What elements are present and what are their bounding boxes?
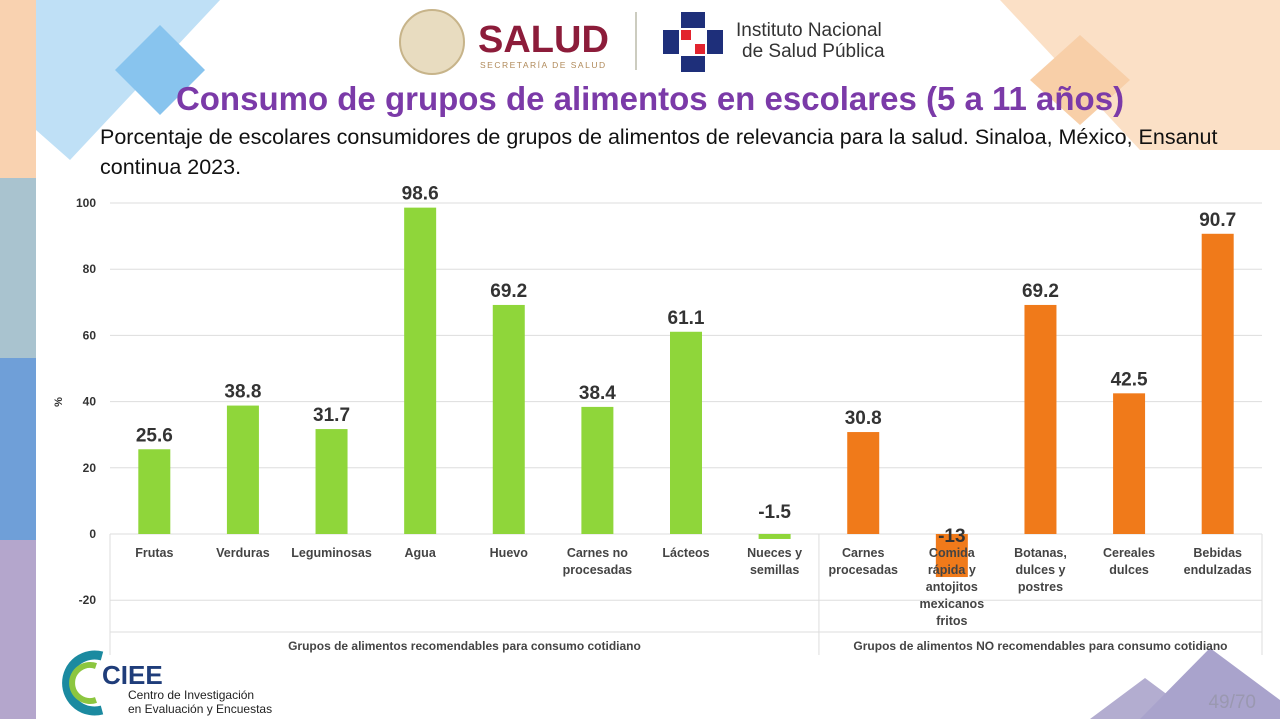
data-label: 30.8 [845,408,882,429]
x-tick-label: Verduras [216,546,270,560]
brand-text: SALUD [478,19,609,61]
ciee-logo: CIEE Centro de Investigación en Evaluaci… [62,650,272,716]
page-number: 49/70 [1208,692,1256,713]
y-tick-label: 20 [83,461,97,475]
brand-sub-text: SECRETARÍA DE SALUD [480,60,607,70]
data-label: 69.2 [1022,281,1059,302]
y-tick-label: 100 [76,196,96,210]
ciee-line2: en Evaluación y Encuestas [128,702,272,716]
ciee-line1: Centro de Investigación [128,688,254,702]
x-tick-label: mexicanos [920,597,985,611]
chart-subtitle: Porcentaje de escolares consumidores de … [100,125,1218,179]
x-tick-label: Cereales [1103,546,1155,560]
group-label: Grupos de alimentos NO recomendables par… [853,639,1227,653]
x-tick-label: Huevo [490,546,529,560]
institute-line2: de Salud Pública [742,41,885,62]
x-tick-label: fritos [936,614,967,628]
y-tick-label: 80 [83,262,97,276]
x-tick-label: rápida y [928,563,976,577]
x-tick-label: Nueces y [747,546,802,560]
y-tick-label: -20 [79,593,97,607]
decor-stripe-peach [0,0,36,178]
x-tick-label: Bebidas [1193,546,1242,560]
x-tick-label: semillas [750,563,799,577]
bar [492,304,525,534]
bar [226,405,259,534]
x-tick-label: dulces [1109,563,1149,577]
slide-title: Consumo de grupos de alimentos en escola… [175,80,1125,117]
bar [315,429,348,534]
x-tick-label: postres [1018,580,1063,594]
data-label: 42.5 [1111,369,1148,390]
data-label: 31.7 [313,405,350,426]
bar [847,432,880,534]
x-tick-label: antojitos [926,580,978,594]
bar [758,534,791,539]
data-label: 98.6 [402,184,439,205]
bar [138,449,171,534]
x-tick-label: endulzadas [1184,563,1252,577]
group-label: Grupos de alimentos recomendables para c… [288,639,641,653]
ciee-logo-text: CIEE [102,660,163,690]
bar [1024,304,1057,534]
x-tick-label: Lácteos [662,546,709,560]
bar [1113,393,1146,534]
x-tick-label: procesadas [563,563,633,577]
data-label: -13 [938,526,965,547]
x-tick-label: Frutas [135,546,173,560]
decor-stripe-blue [0,358,36,540]
data-label: 25.6 [136,425,173,446]
bar [670,331,702,534]
bar [935,534,968,578]
y-tick-label: 40 [83,395,97,409]
x-tick-label: Leguminosas [291,546,372,560]
bar [404,207,437,534]
y-axis-label: % [53,397,65,407]
institute-line1: Instituto Nacional [736,20,882,41]
x-tick-label: procesadas [828,563,898,577]
salud-inspn-logo: SALUD SECRETARÍA DE SALUD Instituto Naci… [399,9,885,75]
decor-stripe-gray [0,178,36,358]
x-tick-label: Carnes [842,546,884,560]
x-tick-label: Agua [405,546,437,560]
y-tick-label: 60 [83,328,97,342]
y-tick-label: 0 [89,527,96,541]
data-label: 38.4 [579,383,616,404]
x-tick-label: Comida [929,546,976,560]
data-label: 61.1 [668,308,705,329]
x-tick-label: dulces y [1015,563,1065,577]
x-tick-label: Carnes no [567,546,628,560]
x-tick-label: Botanas, [1014,546,1067,560]
data-label: 90.7 [1199,210,1236,231]
data-label: 38.8 [224,382,261,403]
decor-stripe-lavender [0,540,36,719]
bar [1201,233,1234,534]
bar [581,406,614,534]
data-label: 69.2 [490,281,527,302]
data-label: -1.5 [758,502,791,523]
